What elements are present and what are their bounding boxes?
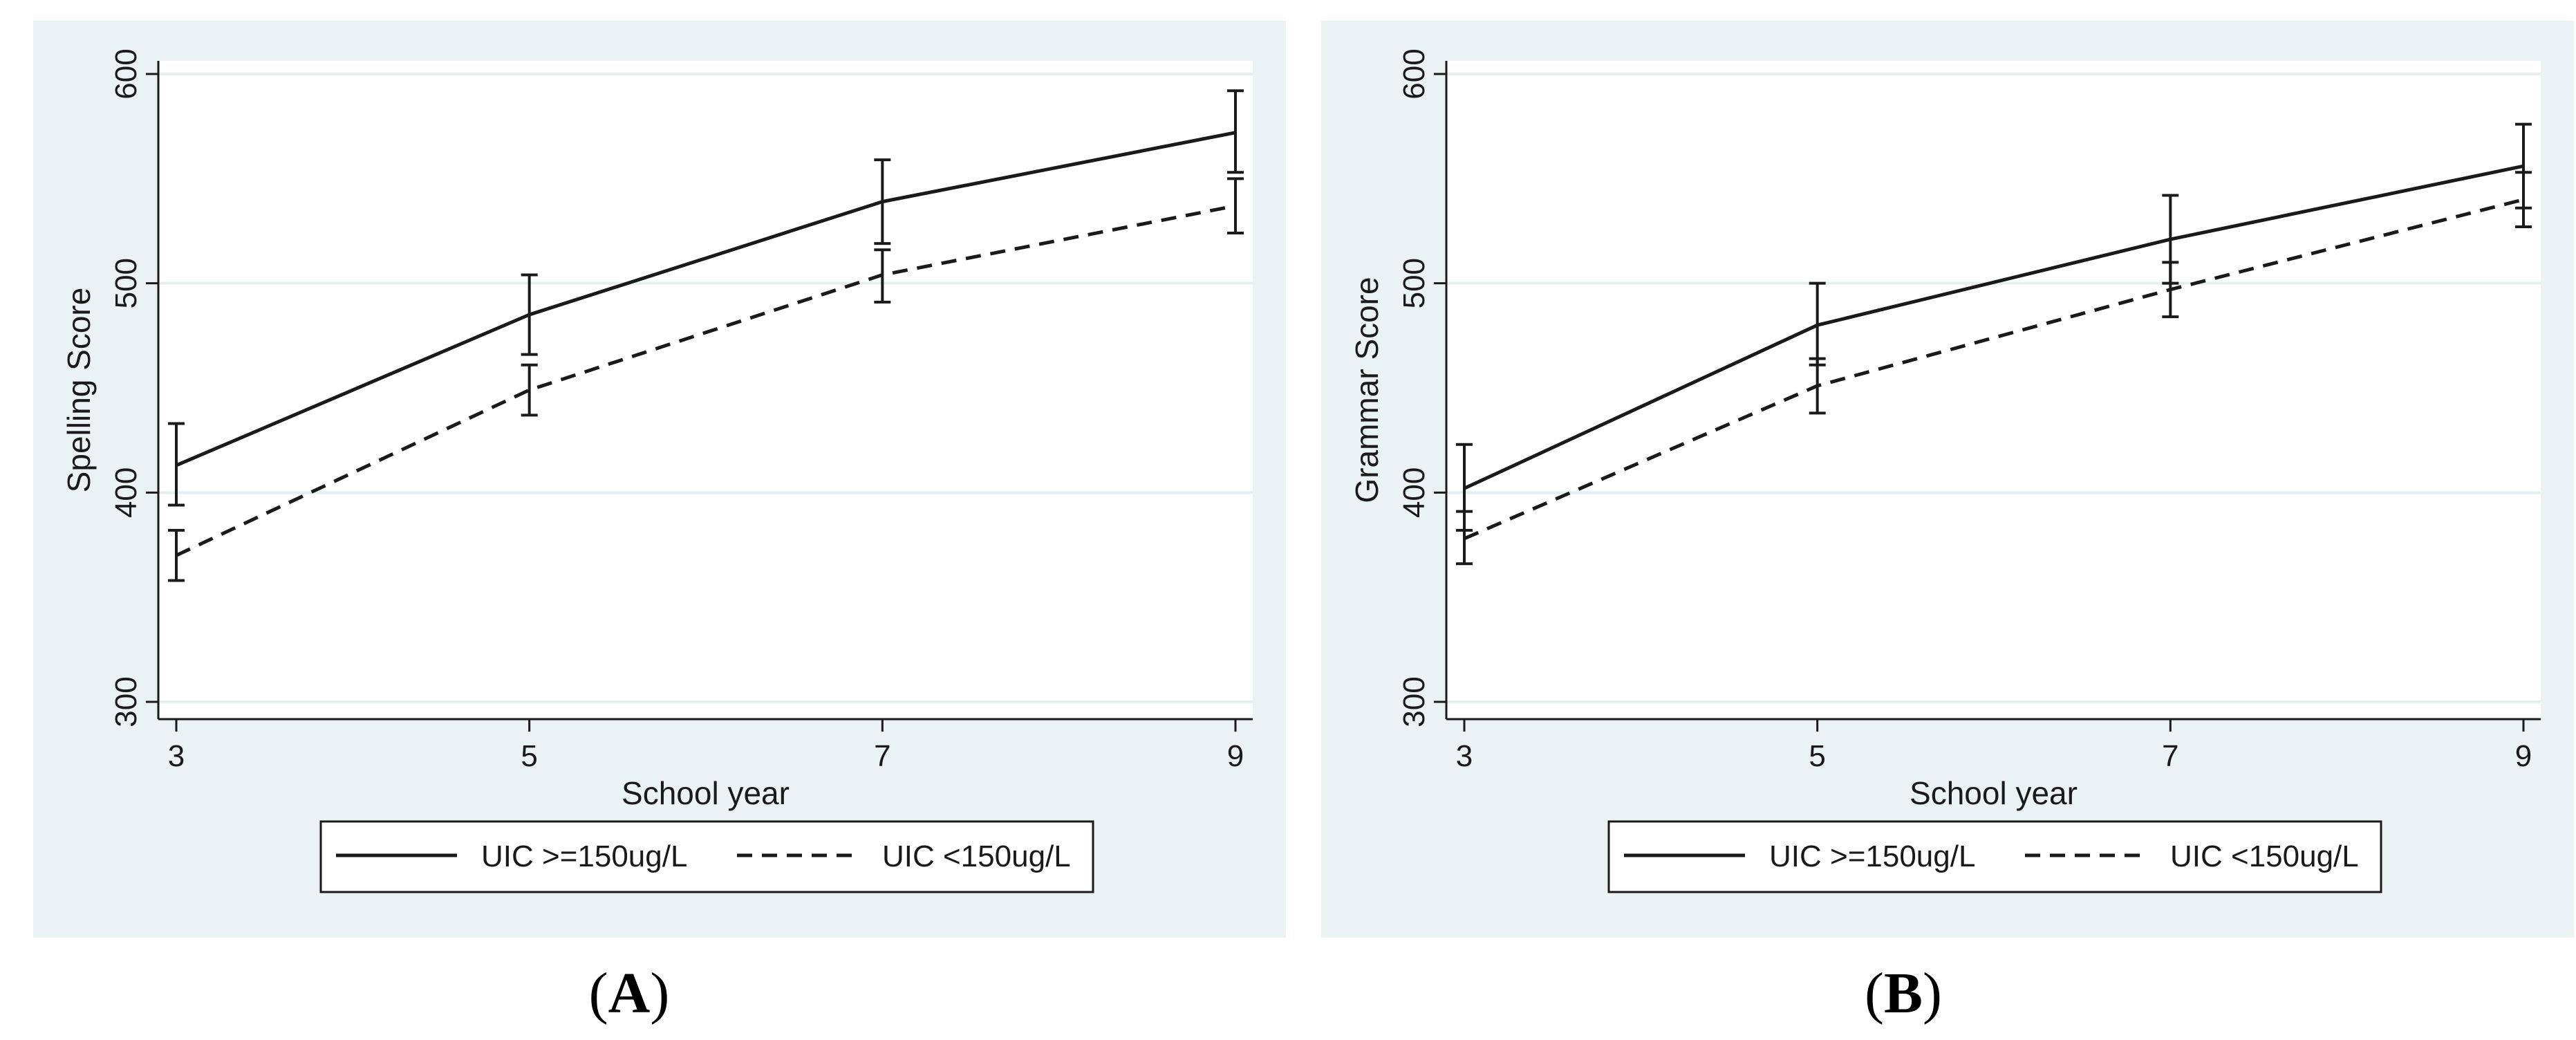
a-error-bar-s2-x3 (168, 528, 185, 582)
b-error-bar-s2-x7 (2162, 261, 2179, 319)
a-legend: UIC >=150ug/L UIC <150ug/L (319, 820, 1094, 893)
caption-b-open: ( (1865, 961, 1884, 1025)
caption-a: (A) (491, 960, 767, 1027)
a-x-axis-title: School year (622, 775, 790, 811)
b-y-tick-label-600: 600 (1397, 48, 1431, 99)
b-y-tick-label-400: 400 (1397, 467, 1431, 518)
a-y-tick-label-300: 300 (109, 676, 143, 727)
b-legend-label-2: UIC <150ug/L (2170, 839, 2359, 873)
a-plot-area (158, 61, 1253, 719)
caption-a-close: ) (650, 961, 670, 1025)
a-error-bar-s1-x5 (521, 273, 538, 356)
b-plot-area (1446, 61, 2541, 719)
a-x-tick-label-9: 9 (1227, 739, 1244, 773)
a-x-tick-label-5: 5 (521, 739, 537, 773)
chart-a: 300 400 500 600 3 5 7 9 School year Spelling Scor… (33, 21, 1286, 938)
a-y-tick-label-400: 400 (109, 467, 143, 518)
b-error-bar-s2-x9 (2515, 171, 2532, 228)
b-x-axis-title: School year (1910, 775, 2078, 811)
b-series-line-1 (1463, 164, 2524, 490)
a-legend-label-1: UIC >=150ug/L (481, 839, 687, 873)
caption-b-letter: B (1883, 961, 1923, 1025)
b-x-tick-label-3: 3 (1456, 739, 1473, 773)
b-y-tick-label-500: 500 (1397, 258, 1431, 308)
b-error-bar-s2-x3 (1456, 510, 1473, 566)
panel-a: 300 400 500 600 3 5 7 9 School year Spelling Scor… (0, 0, 1288, 951)
a-error-bar-s1-x7 (874, 158, 891, 245)
a-error-bar-s2-x5 (521, 363, 538, 417)
a-error-bar-s2-x9 (1227, 177, 1244, 235)
a-error-bar-s1-x3 (168, 422, 185, 507)
a-x-tick-label-3: 3 (168, 739, 185, 773)
a-error-bar-s2-x7 (874, 248, 891, 304)
a-y-axis-title: Spelling Score (61, 288, 97, 493)
a-legend-label-2: UIC <150ug/L (882, 839, 1071, 873)
b-series-line-2 (1464, 198, 2524, 541)
b-y-axis-title: Grammar Score (1349, 277, 1385, 503)
b-x-tick-label-7: 7 (2162, 739, 2178, 773)
a-series-line-2 (175, 204, 1236, 557)
a-error-bar-s1-x9 (1227, 89, 1244, 174)
a-y-tick-label-500: 500 (109, 258, 143, 308)
a-y-tick-label-600: 600 (109, 48, 143, 99)
b-x-tick-label-5: 5 (1809, 739, 1825, 773)
caption-b-close: ) (1923, 961, 1942, 1025)
b-legend: UIC >=150ug/L UIC <150ug/L (1607, 820, 2382, 893)
panel-b: 300 400 500 600 3 5 7 9 School year Grammar Score… (1288, 0, 2576, 951)
chart-b: 300 400 500 600 3 5 7 9 School year Grammar Score… (1321, 21, 2574, 938)
b-y-tick-label-300: 300 (1397, 676, 1431, 727)
a-x-tick-label-7: 7 (874, 739, 890, 773)
caption-a-letter: A (608, 961, 651, 1025)
a-series-line-1 (176, 131, 1236, 467)
caption-b: (B) (1765, 960, 2042, 1027)
caption-a-open: ( (588, 961, 608, 1025)
b-legend-label-1: UIC >=150ug/L (1769, 839, 1975, 873)
b-x-tick-label-9: 9 (2515, 739, 2532, 773)
b-error-bar-s2-x5 (1809, 357, 1826, 415)
